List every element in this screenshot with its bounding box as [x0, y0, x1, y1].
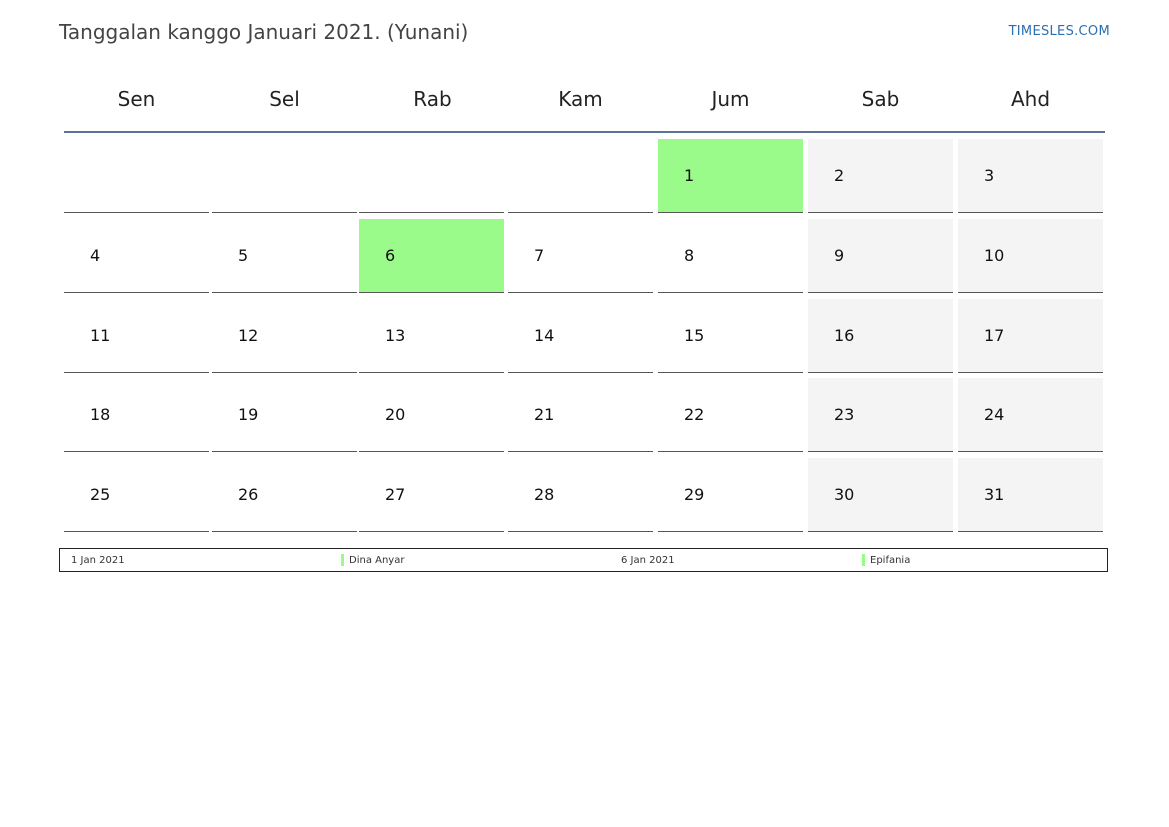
day-number: 14 — [534, 326, 555, 345]
day-cell: 18 — [64, 378, 209, 452]
day-cell: 2 — [808, 139, 953, 213]
legend-color-marker — [862, 554, 865, 566]
empty-day-cell — [212, 139, 357, 213]
day-cell: 21 — [508, 378, 653, 452]
day-cell: 6 — [359, 219, 504, 293]
day-number: 29 — [684, 485, 705, 504]
day-cell: 5 — [212, 219, 357, 293]
day-cell: 25 — [64, 458, 209, 532]
legend-holiday-1: Dina Anyar — [349, 555, 405, 566]
day-number: 19 — [238, 405, 259, 424]
day-cell: 29 — [658, 458, 803, 532]
day-cell: 20 — [359, 378, 504, 452]
day-cell: 9 — [808, 219, 953, 293]
day-cell: 24 — [958, 378, 1103, 452]
day-number: 6 — [385, 246, 396, 265]
day-number: 10 — [984, 246, 1005, 265]
day-number: 18 — [90, 405, 111, 424]
day-cell: 17 — [958, 299, 1103, 373]
day-cell: 23 — [808, 378, 953, 452]
day-cell: 22 — [658, 378, 803, 452]
day-number: 8 — [684, 246, 695, 265]
day-number: 16 — [834, 326, 855, 345]
day-cell: 8 — [658, 219, 803, 293]
day-number: 3 — [984, 166, 995, 185]
day-cell: 19 — [212, 378, 357, 452]
day-number: 24 — [984, 405, 1005, 424]
day-number: 25 — [90, 485, 111, 504]
day-number: 26 — [238, 485, 259, 504]
day-cell: 30 — [808, 458, 953, 532]
day-number: 5 — [238, 246, 249, 265]
day-number: 12 — [238, 326, 259, 345]
day-number: 17 — [984, 326, 1005, 345]
day-cell: 7 — [508, 219, 653, 293]
legend-color-marker — [341, 554, 344, 566]
day-number: 7 — [534, 246, 545, 265]
empty-day-cell — [508, 139, 653, 213]
day-cell: 26 — [212, 458, 357, 532]
day-cell: 31 — [958, 458, 1103, 532]
day-cell: 1 — [658, 139, 803, 213]
day-number: 23 — [834, 405, 855, 424]
legend-holiday-2: Epifania — [870, 555, 911, 566]
day-cell: 15 — [658, 299, 803, 373]
day-cell: 28 — [508, 458, 653, 532]
day-cell: 10 — [958, 219, 1103, 293]
day-cell: 11 — [64, 299, 209, 373]
day-number: 22 — [684, 405, 705, 424]
weekday-tue: Sel — [269, 87, 300, 111]
day-number: 13 — [385, 326, 406, 345]
day-cell: 27 — [359, 458, 504, 532]
day-cell: 14 — [508, 299, 653, 373]
day-number: 21 — [534, 405, 555, 424]
day-number: 2 — [834, 166, 845, 185]
day-number: 31 — [984, 485, 1005, 504]
day-cell: 4 — [64, 219, 209, 293]
empty-day-cell — [64, 139, 209, 213]
header-divider — [64, 131, 1105, 133]
day-number: 27 — [385, 485, 406, 504]
day-number: 28 — [534, 485, 555, 504]
day-number: 1 — [684, 166, 695, 185]
weekday-mon: Sen — [117, 87, 156, 111]
weekday-fri: Jum — [711, 87, 750, 111]
day-cell: 12 — [212, 299, 357, 373]
legend-date-1: 1 Jan 2021 — [71, 555, 125, 566]
page-title: Tanggalan kanggo Januari 2021. (Yunani) — [59, 20, 469, 44]
day-number: 9 — [834, 246, 845, 265]
day-cell: 13 — [359, 299, 504, 373]
legend-date-2: 6 Jan 2021 — [621, 555, 675, 566]
day-number: 11 — [90, 326, 111, 345]
day-cell: 3 — [958, 139, 1103, 213]
day-number: 30 — [834, 485, 855, 504]
site-link[interactable]: TIMESLES.COM — [1008, 24, 1110, 39]
holiday-legend: 1 Jan 2021 Dina Anyar 6 Jan 2021 Epifani… — [59, 548, 1108, 572]
empty-day-cell — [359, 139, 504, 213]
day-number: 15 — [684, 326, 705, 345]
weekday-wed: Rab — [413, 87, 452, 111]
day-number: 4 — [90, 246, 101, 265]
weekday-sun: Ahd — [1010, 87, 1051, 111]
weekday-sat: Sab — [861, 87, 900, 111]
day-cell: 16 — [808, 299, 953, 373]
weekday-thu: Kam — [558, 87, 603, 111]
weekday-header-row: Sen Sel Rab Kam Jum Sab Ahd — [64, 78, 1105, 120]
day-number: 20 — [385, 405, 406, 424]
